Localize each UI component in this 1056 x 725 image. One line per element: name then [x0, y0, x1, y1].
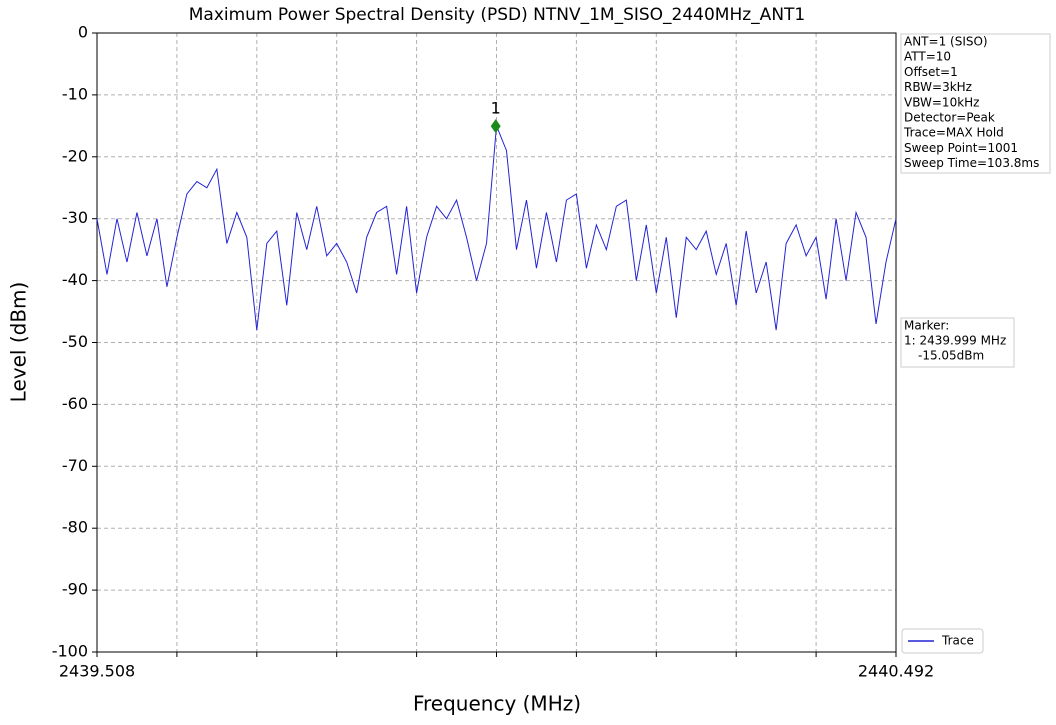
- peak-marker: [490, 119, 501, 134]
- x-tick-label: 2439.508: [59, 662, 135, 681]
- y-tick-label: -40: [62, 270, 88, 289]
- legend-label: Trace: [941, 634, 974, 648]
- y-tick-label: -30: [62, 208, 88, 227]
- x-axis-label: Frequency (MHz): [413, 692, 581, 716]
- info-box: [900, 33, 1051, 174]
- marker-info-line: 1: 2439.999 MHz: [904, 334, 1006, 348]
- y-tick-label: -70: [62, 456, 88, 475]
- info-line: Offset=1: [904, 65, 958, 79]
- info-line: Detector=Peak: [904, 111, 995, 125]
- y-axis-label: Level (dBm): [7, 282, 31, 403]
- y-tick-label: -80: [62, 518, 88, 537]
- y-tick-label: -10: [62, 84, 88, 103]
- y-tick-label: -100: [52, 642, 88, 661]
- chart-title: Maximum Power Spectral Density (PSD) NTN…: [189, 5, 805, 25]
- marker-box: [900, 317, 1015, 368]
- plot-frame: [96, 32, 897, 653]
- marker-label: 1: [491, 99, 501, 118]
- y-tick-label: -50: [62, 332, 88, 351]
- x-tick-label: 2440.492: [858, 662, 934, 681]
- info-line: ATT=10: [904, 50, 951, 64]
- y-tick-label: -90: [62, 580, 88, 599]
- y-tick-label: -60: [62, 394, 88, 413]
- marker-info-line: Marker:: [904, 319, 949, 333]
- info-line: VBW=10kHz: [904, 95, 979, 109]
- info-line: ANT=1 (SISO): [904, 35, 988, 49]
- legend: [901, 628, 984, 654]
- marker-info-line: -15.05dBm: [918, 349, 984, 363]
- info-line: RBW=3kHz: [904, 80, 972, 94]
- y-tick-label: 0: [78, 23, 88, 42]
- info-line: Trace=MAX Hold: [903, 126, 1004, 140]
- info-line: Sweep Time=103.8ms: [904, 156, 1039, 170]
- y-tick-label: -20: [62, 146, 88, 165]
- info-line: Sweep Point=1001: [904, 141, 1018, 155]
